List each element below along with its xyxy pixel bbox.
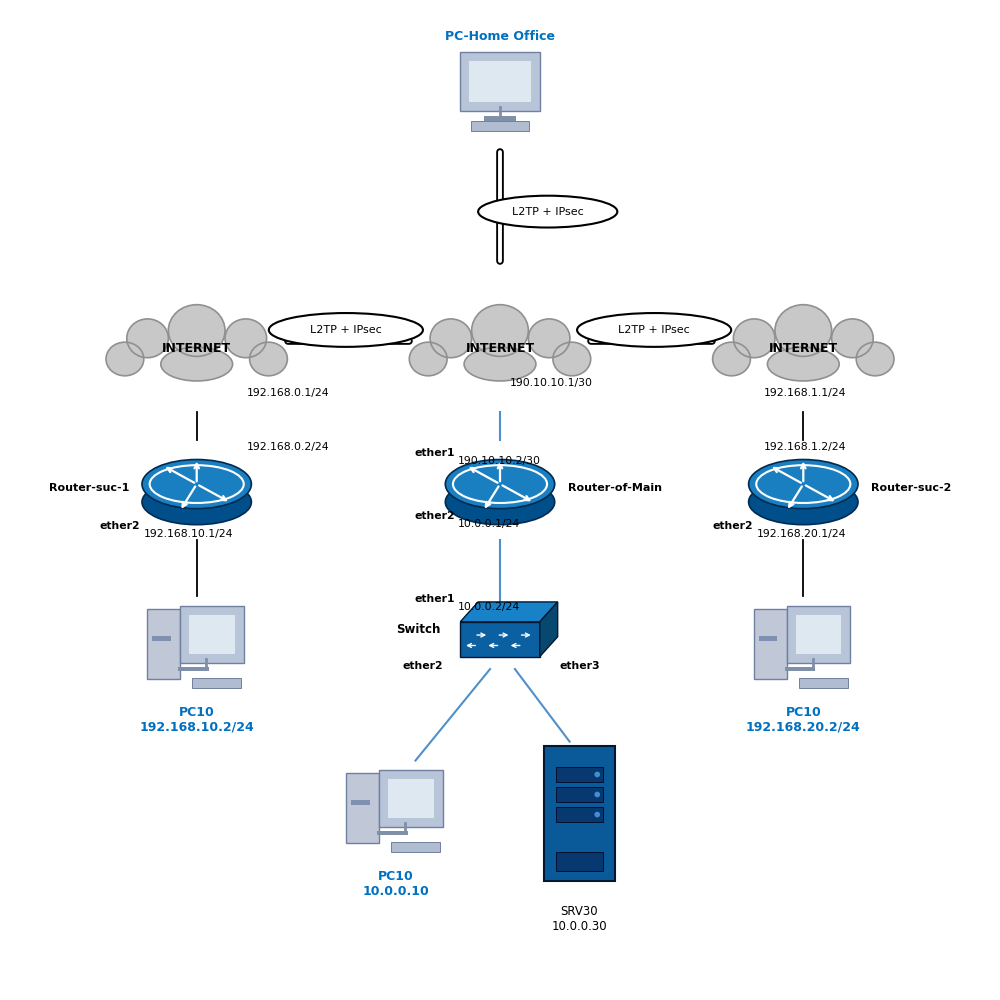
Text: PC10
192.168.20.2/24: PC10 192.168.20.2/24 <box>746 706 861 734</box>
Bar <box>556 787 603 802</box>
Bar <box>377 831 408 835</box>
Text: 10.0.0.1/24: 10.0.0.1/24 <box>458 519 520 529</box>
Ellipse shape <box>577 313 731 347</box>
Text: ether1: ether1 <box>415 594 455 604</box>
Ellipse shape <box>106 342 144 376</box>
Circle shape <box>594 792 600 797</box>
Text: PC10
10.0.0.10: PC10 10.0.0.10 <box>362 870 429 898</box>
Text: 190.10.10.1/30: 190.10.10.1/30 <box>510 378 593 388</box>
Ellipse shape <box>430 319 472 358</box>
Text: 190.10.10.2/30: 190.10.10.2/30 <box>458 456 541 466</box>
Bar <box>759 636 777 641</box>
Ellipse shape <box>127 319 168 358</box>
Bar <box>152 636 171 641</box>
Ellipse shape <box>142 460 251 509</box>
Bar <box>469 61 531 102</box>
Text: INTERNET: INTERNET <box>465 342 535 355</box>
Ellipse shape <box>445 479 555 525</box>
Bar <box>484 116 516 121</box>
Ellipse shape <box>225 319 267 358</box>
Text: INTERNET: INTERNET <box>769 342 838 355</box>
FancyBboxPatch shape <box>544 746 615 881</box>
Ellipse shape <box>269 313 423 347</box>
Text: INTERNET: INTERNET <box>162 342 231 355</box>
Bar <box>189 615 235 654</box>
Bar <box>178 667 209 671</box>
Ellipse shape <box>142 479 251 525</box>
Circle shape <box>594 812 600 817</box>
FancyBboxPatch shape <box>346 773 379 843</box>
Ellipse shape <box>775 305 832 356</box>
Text: PC10
192.168.10.2/24: PC10 192.168.10.2/24 <box>139 706 254 734</box>
Text: Switch: Switch <box>396 623 440 636</box>
Ellipse shape <box>767 347 839 381</box>
Circle shape <box>594 772 600 777</box>
Text: ether3: ether3 <box>560 661 600 671</box>
Bar <box>556 852 603 871</box>
Text: Router-suc-1: Router-suc-1 <box>49 483 129 493</box>
Ellipse shape <box>478 196 617 228</box>
Bar <box>796 615 841 654</box>
Ellipse shape <box>856 342 894 376</box>
Ellipse shape <box>749 460 858 509</box>
Bar <box>471 121 529 131</box>
Ellipse shape <box>464 347 536 381</box>
Ellipse shape <box>472 305 528 356</box>
Ellipse shape <box>161 347 233 381</box>
Bar <box>351 800 370 805</box>
FancyBboxPatch shape <box>787 606 850 663</box>
Ellipse shape <box>713 342 750 376</box>
Text: SRV30
10.0.0.30: SRV30 10.0.0.30 <box>552 905 607 933</box>
Bar <box>785 667 815 671</box>
Text: ether2: ether2 <box>403 661 443 671</box>
Text: 10.0.0.2/24: 10.0.0.2/24 <box>458 602 520 612</box>
Ellipse shape <box>553 342 591 376</box>
Bar <box>460 622 540 657</box>
Text: ether1: ether1 <box>415 448 455 458</box>
Text: ether2: ether2 <box>415 511 455 521</box>
Text: 192.168.20.1/24: 192.168.20.1/24 <box>757 529 846 539</box>
FancyBboxPatch shape <box>147 609 180 679</box>
FancyBboxPatch shape <box>460 52 540 111</box>
Bar <box>388 779 434 818</box>
Ellipse shape <box>409 342 447 376</box>
Polygon shape <box>460 602 558 622</box>
Text: L2TP + IPsec: L2TP + IPsec <box>618 325 690 335</box>
Ellipse shape <box>445 460 555 509</box>
Bar <box>556 807 603 822</box>
Text: L2TP + IPsec: L2TP + IPsec <box>512 207 584 217</box>
Ellipse shape <box>733 319 775 358</box>
Text: Router-of-Main: Router-of-Main <box>568 483 662 493</box>
FancyBboxPatch shape <box>754 609 787 679</box>
Text: ether2: ether2 <box>99 521 140 531</box>
Ellipse shape <box>168 305 225 356</box>
Ellipse shape <box>528 319 570 358</box>
Text: L2TP + IPsec: L2TP + IPsec <box>310 325 382 335</box>
Bar <box>556 767 603 782</box>
Text: ether2: ether2 <box>713 521 754 531</box>
Ellipse shape <box>250 342 287 376</box>
Text: 192.168.0.2/24: 192.168.0.2/24 <box>246 442 329 452</box>
FancyBboxPatch shape <box>180 606 244 663</box>
Text: 192.168.10.1/24: 192.168.10.1/24 <box>144 529 233 539</box>
Text: Router-suc-2: Router-suc-2 <box>871 483 951 493</box>
Bar <box>391 842 440 852</box>
Text: 192.168.1.2/24: 192.168.1.2/24 <box>764 442 846 452</box>
Bar <box>799 678 848 688</box>
Ellipse shape <box>832 319 873 358</box>
Polygon shape <box>540 602 558 657</box>
Text: 192.168.0.1/24: 192.168.0.1/24 <box>246 388 329 398</box>
Text: PC-Home Office: PC-Home Office <box>445 30 555 43</box>
Ellipse shape <box>749 479 858 525</box>
Text: 192.168.1.1/24: 192.168.1.1/24 <box>764 388 846 398</box>
FancyBboxPatch shape <box>379 770 443 827</box>
Bar <box>192 678 241 688</box>
